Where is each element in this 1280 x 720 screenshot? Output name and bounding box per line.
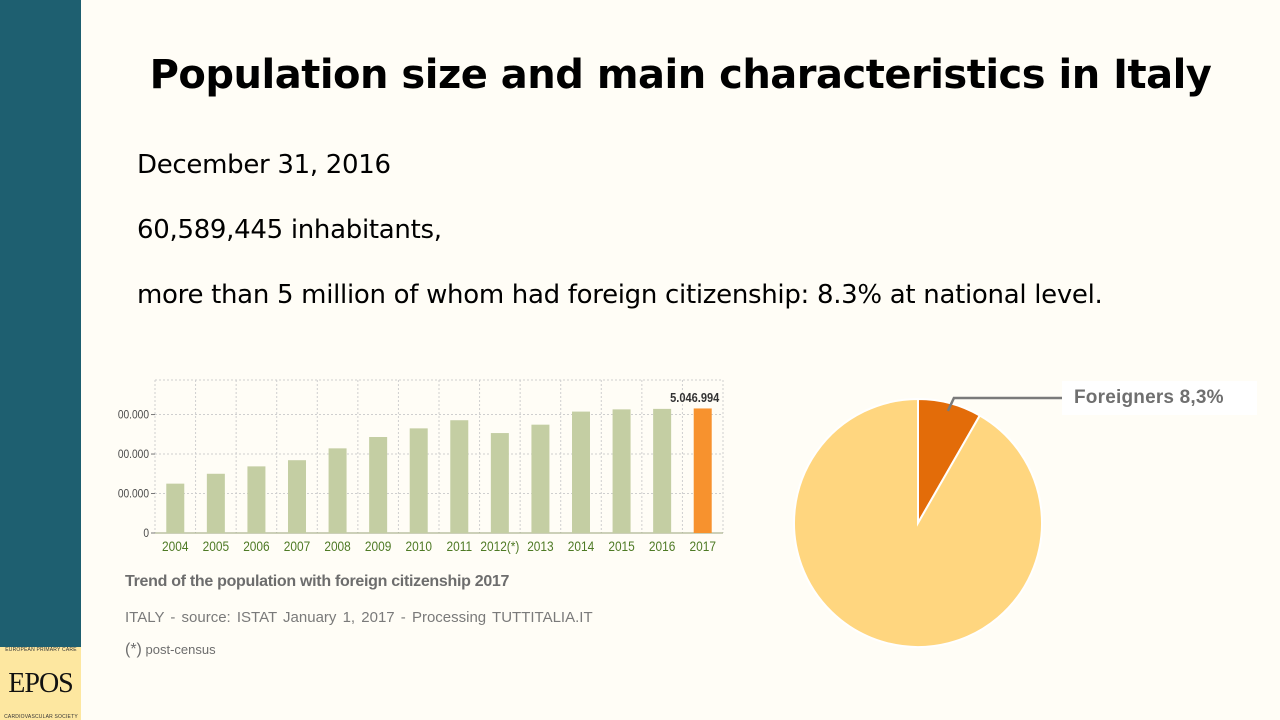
bar-chart-y-labels: 0 1.600.000 3.200.000 4.800.000: [118, 409, 149, 540]
pie-leader: [946, 396, 1062, 412]
x-tick-label: 2015: [608, 538, 634, 554]
pie-chart: [793, 396, 1062, 648]
x-tick-label: 2008: [324, 538, 350, 554]
x-tick-label: 2009: [365, 538, 391, 554]
bar-chart-grid: [151, 379, 724, 534]
logo-top-line: EUROPEAN PRIMARY CARE: [5, 647, 77, 653]
pie-slices: [793, 397, 1043, 648]
y-tick-label: 1.600.000: [118, 488, 149, 501]
bar-2013: [531, 424, 550, 533]
note-text: post-census: [141, 642, 216, 657]
bar-2016: [653, 408, 672, 533]
bar-2007: [288, 460, 306, 533]
bar-2011: [450, 420, 469, 533]
pie-label-box: [1062, 381, 1257, 415]
logo: EUROPEAN PRIMARY CARE CARDIOVASCULAR SOC…: [0, 647, 81, 720]
bar-2006: [247, 466, 266, 533]
highlight-value-label: 5.046.994: [670, 390, 719, 405]
bar-2008: [328, 448, 347, 533]
sidebar: [0, 0, 81, 720]
y-tick-label: 4.800.000: [118, 409, 149, 422]
bar-2005: [206, 473, 225, 533]
chart-caption-source: ITALY - source: ISTAT January 1, 2017 - …: [125, 609, 593, 626]
chart-caption-note: (*) post-census: [125, 641, 216, 659]
bar-2010: [409, 428, 428, 533]
x-tick-label: 2012(*): [480, 538, 519, 554]
bar-chart-x-labels: 2004 2005 2006 2007 2008 2009 2010 2011 2012(*) 2…: [162, 538, 716, 554]
logo-text: EPOS: [8, 668, 73, 699]
bar-2015: [612, 409, 631, 533]
bar-2009: [369, 437, 388, 533]
pie-leader-line: [946, 396, 1062, 412]
bar-chart-annotation: 5.046.994: [670, 390, 719, 405]
x-tick-label: 2006: [243, 538, 269, 554]
note-mark: (*): [125, 641, 142, 658]
bar-chart: 01.600.0003.200.0004.800.000 20042005200…: [118, 379, 724, 554]
x-tick-label: 2013: [527, 538, 553, 554]
x-tick-label: 2004: [162, 538, 188, 554]
logo-bottom-line: CARDIOVASCULAR SOCIETY: [4, 714, 78, 720]
x-tick-label: 2007: [284, 538, 310, 554]
bar-2017: [693, 408, 712, 533]
bar-chart-bars: [166, 408, 712, 533]
x-tick-label: 2016: [649, 538, 675, 554]
x-tick-label: 2010: [405, 538, 431, 554]
date-line: December 31, 2016: [137, 150, 391, 180]
inhabitants-line: 60,589,445 inhabitants,: [137, 215, 442, 245]
x-tick-label: 2014: [568, 538, 594, 554]
slide-title: Population size and main characteristics…: [149, 52, 1212, 98]
x-tick-label: 2017: [689, 538, 715, 554]
pie-label-foreigners: Foreigners 8,3%: [1074, 387, 1224, 408]
chart-caption-title: Trend of the population with foreign cit…: [125, 573, 510, 590]
pie-slice-1: [793, 397, 1043, 648]
foreign-line: more than 5 million of whom had foreign …: [137, 280, 1103, 310]
bar-2014: [572, 411, 590, 533]
y-tick-label: 3.200.000: [118, 448, 149, 461]
y-tick-label: 0: [143, 527, 149, 540]
x-tick-label: 2005: [203, 538, 229, 554]
x-tick-label: 2011: [446, 538, 472, 554]
bar-2004: [166, 483, 185, 533]
bar-2012(*): [490, 433, 509, 533]
